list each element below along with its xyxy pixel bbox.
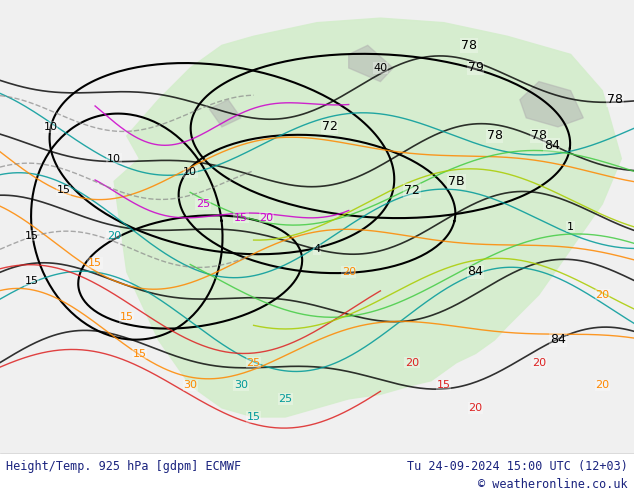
- Text: 79: 79: [467, 61, 484, 74]
- Text: 72: 72: [321, 121, 338, 133]
- Polygon shape: [209, 100, 241, 127]
- Text: 20: 20: [595, 290, 609, 299]
- Text: 78: 78: [607, 93, 623, 106]
- Text: 25: 25: [196, 199, 210, 209]
- Text: 1: 1: [567, 221, 574, 232]
- Text: 15: 15: [25, 276, 39, 286]
- Text: 20: 20: [405, 358, 419, 368]
- Text: 78: 78: [461, 39, 477, 52]
- Text: 84: 84: [467, 266, 484, 278]
- Text: 15: 15: [437, 380, 451, 390]
- Text: © weatheronline.co.uk: © weatheronline.co.uk: [478, 478, 628, 490]
- Text: Tu 24-09-2024 15:00 UTC (12+03): Tu 24-09-2024 15:00 UTC (12+03): [407, 460, 628, 473]
- Polygon shape: [349, 46, 393, 81]
- Text: 20: 20: [259, 213, 273, 222]
- Text: 10: 10: [44, 122, 58, 132]
- Text: 7B: 7B: [448, 175, 465, 188]
- Text: 10: 10: [107, 154, 121, 164]
- Text: Height/Temp. 925 hPa [gdpm] ECMWF: Height/Temp. 925 hPa [gdpm] ECMWF: [6, 460, 242, 473]
- Text: 30: 30: [234, 380, 248, 390]
- Text: 25: 25: [247, 358, 261, 368]
- Text: 78: 78: [486, 129, 503, 143]
- Polygon shape: [114, 18, 621, 417]
- Text: 20: 20: [532, 358, 546, 368]
- Text: 15: 15: [56, 185, 70, 196]
- Text: 30: 30: [183, 380, 197, 390]
- Text: 4: 4: [313, 245, 321, 254]
- Text: 15: 15: [247, 412, 261, 422]
- Text: 15: 15: [234, 213, 248, 222]
- Text: 84: 84: [543, 139, 560, 151]
- Text: 15: 15: [133, 348, 146, 359]
- Polygon shape: [520, 81, 583, 127]
- Text: 84: 84: [550, 333, 566, 346]
- Text: 15: 15: [120, 312, 134, 322]
- Text: 15: 15: [25, 231, 39, 241]
- Text: 25: 25: [278, 394, 292, 404]
- Text: 78: 78: [531, 129, 547, 143]
- Text: 20: 20: [107, 231, 121, 241]
- Text: 72: 72: [404, 184, 420, 197]
- Text: 40: 40: [373, 63, 387, 73]
- Text: 20: 20: [469, 403, 482, 413]
- Text: 10: 10: [183, 167, 197, 177]
- Text: 20: 20: [595, 380, 609, 390]
- Text: 20: 20: [342, 267, 356, 277]
- FancyBboxPatch shape: [0, 0, 634, 453]
- Text: 15: 15: [88, 258, 102, 268]
